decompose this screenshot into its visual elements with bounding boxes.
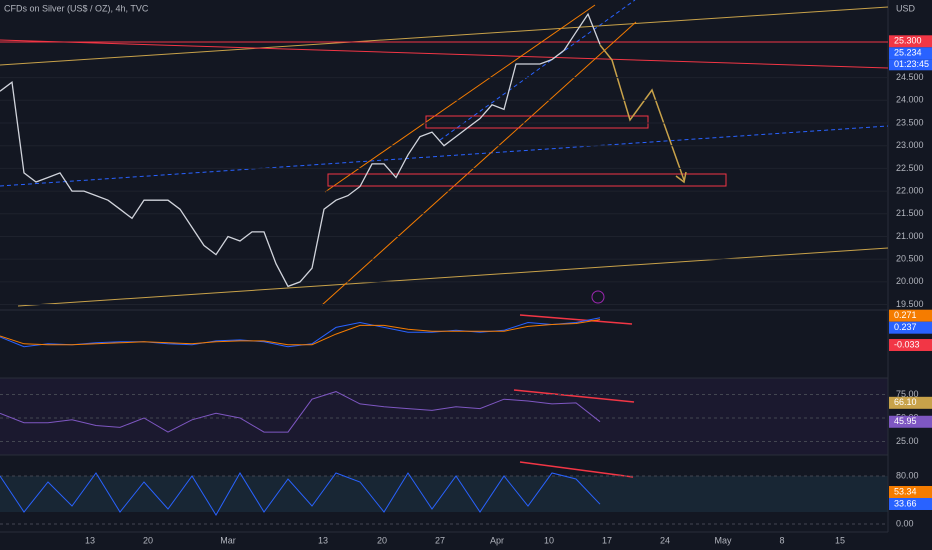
- price-label-box: [889, 415, 932, 428]
- x-tick-label: 17: [602, 535, 612, 545]
- series-line: [0, 319, 601, 346]
- stoch-band: [0, 476, 888, 512]
- y-tick-label: 24.000: [896, 95, 924, 105]
- y-tick-label: 23.000: [896, 140, 924, 150]
- x-tick-label: 10: [544, 535, 554, 545]
- trendline: [17, 247, 889, 307]
- chart-title: CFDs on Silver (US$ / OZ), 4h, TVC: [4, 3, 149, 13]
- countdown-box: [889, 59, 932, 71]
- divergence-line: [519, 314, 633, 325]
- price-label: 66.10: [894, 397, 917, 407]
- x-tick-label: Mar: [220, 535, 236, 545]
- series-line: [0, 391, 601, 433]
- divergence-line: [519, 461, 634, 478]
- x-tick-label: 13: [85, 535, 95, 545]
- price-label-box: [889, 396, 932, 409]
- x-tick-label: 27: [435, 535, 445, 545]
- y-tick-label: 22.000: [896, 185, 924, 195]
- price-label-box: [889, 47, 932, 60]
- price-label-box: [889, 309, 932, 322]
- y-tick-label: 21.500: [896, 208, 924, 218]
- y-tick-label: 20.000: [896, 276, 924, 286]
- price-label: 45.95: [894, 416, 917, 426]
- y-tick-label: 21.000: [896, 231, 924, 241]
- arrow-head: [675, 171, 687, 184]
- y-tick-label: 24.500: [896, 72, 924, 82]
- x-tick-label: 15: [835, 535, 845, 545]
- price-label-box: [889, 35, 932, 48]
- series-line: [0, 317, 601, 348]
- x-tick-label: 20: [143, 535, 153, 545]
- x-tick-label: 24: [660, 535, 670, 545]
- trendline: [0, 6, 889, 66]
- y-tick-label: 80.00: [896, 470, 919, 480]
- x-tick-label: 20: [377, 535, 387, 545]
- trendline: [439, 0, 636, 141]
- price-label-box: [889, 485, 932, 498]
- x-tick-label: May: [714, 535, 732, 545]
- price-label: 25.234: [894, 48, 922, 58]
- trendline: [0, 125, 889, 187]
- currency-label: USD: [896, 3, 916, 13]
- y-tick-label: 0.00: [896, 518, 914, 528]
- price-label: 0.271: [894, 310, 917, 320]
- price-label: 0.237: [894, 322, 917, 332]
- zone-box: [327, 173, 727, 187]
- divergence-line: [513, 389, 635, 403]
- price-label: -0.033: [894, 339, 920, 349]
- rsi-band: [0, 378, 888, 455]
- y-tick-label: 22.500: [896, 163, 924, 173]
- price-label-box: [889, 321, 932, 334]
- y-tick-label: 25.00: [896, 436, 919, 446]
- y-tick-label: 19.500: [896, 299, 924, 309]
- price-label: 33.66: [894, 498, 917, 508]
- x-tick-label: 8: [779, 535, 784, 545]
- y-tick-label: 75.00: [896, 389, 919, 399]
- zone-box: [425, 115, 649, 129]
- x-tick-label: 13: [318, 535, 328, 545]
- channel-line: [321, 21, 637, 306]
- x-tick-label: Apr: [490, 535, 504, 545]
- series-line: [0, 12, 601, 288]
- projection-path: [599, 44, 685, 181]
- y-tick-label: 20.500: [896, 254, 924, 264]
- series-line: [0, 472, 601, 516]
- price-label: 25.300: [894, 36, 922, 46]
- countdown-label: 01:23:45: [894, 59, 929, 69]
- trendline: [0, 39, 889, 69]
- channel-line: [324, 4, 596, 193]
- price-label-box: [889, 339, 932, 352]
- price-label-box: [889, 497, 932, 510]
- y-tick-label: 23.500: [896, 117, 924, 127]
- event-icon[interactable]: [591, 290, 605, 304]
- price-label: 53.34: [894, 486, 917, 496]
